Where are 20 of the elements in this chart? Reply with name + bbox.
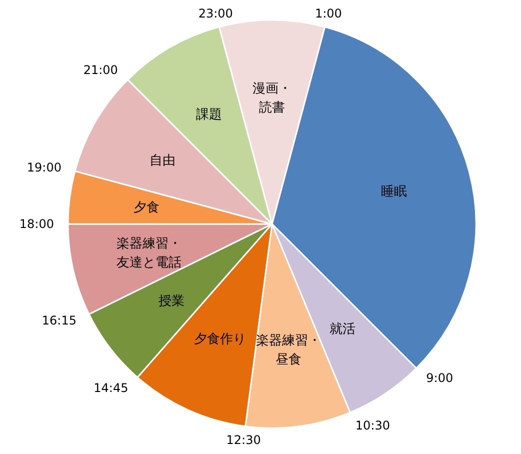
slice-label: 睡眠	[381, 184, 408, 199]
text: 10:30	[355, 418, 390, 432]
text: 19:00	[26, 160, 62, 174]
text: 12:30	[226, 433, 261, 448]
slice-label: 夕食	[134, 200, 160, 215]
slice-label: 夕食作り	[194, 332, 246, 347]
text: 16:15	[42, 313, 76, 328]
text: 1:00	[314, 6, 342, 20]
text: 18:00	[19, 216, 54, 231]
text: 14:45	[94, 380, 128, 395]
slice-label: 課題	[196, 106, 222, 122]
slice-label: 楽器練習・昼食	[256, 332, 322, 367]
slice-label: 授業	[158, 293, 185, 308]
slice-label: 自由	[149, 153, 176, 168]
text: 21:00	[83, 62, 118, 77]
slice-label: 漫画・読書	[252, 81, 292, 116]
slice-label: 楽器練習・友達と電話	[116, 236, 182, 270]
text: 9:00	[426, 371, 454, 386]
slice-label: 就活	[329, 322, 356, 337]
text: 23:00	[198, 6, 233, 20]
